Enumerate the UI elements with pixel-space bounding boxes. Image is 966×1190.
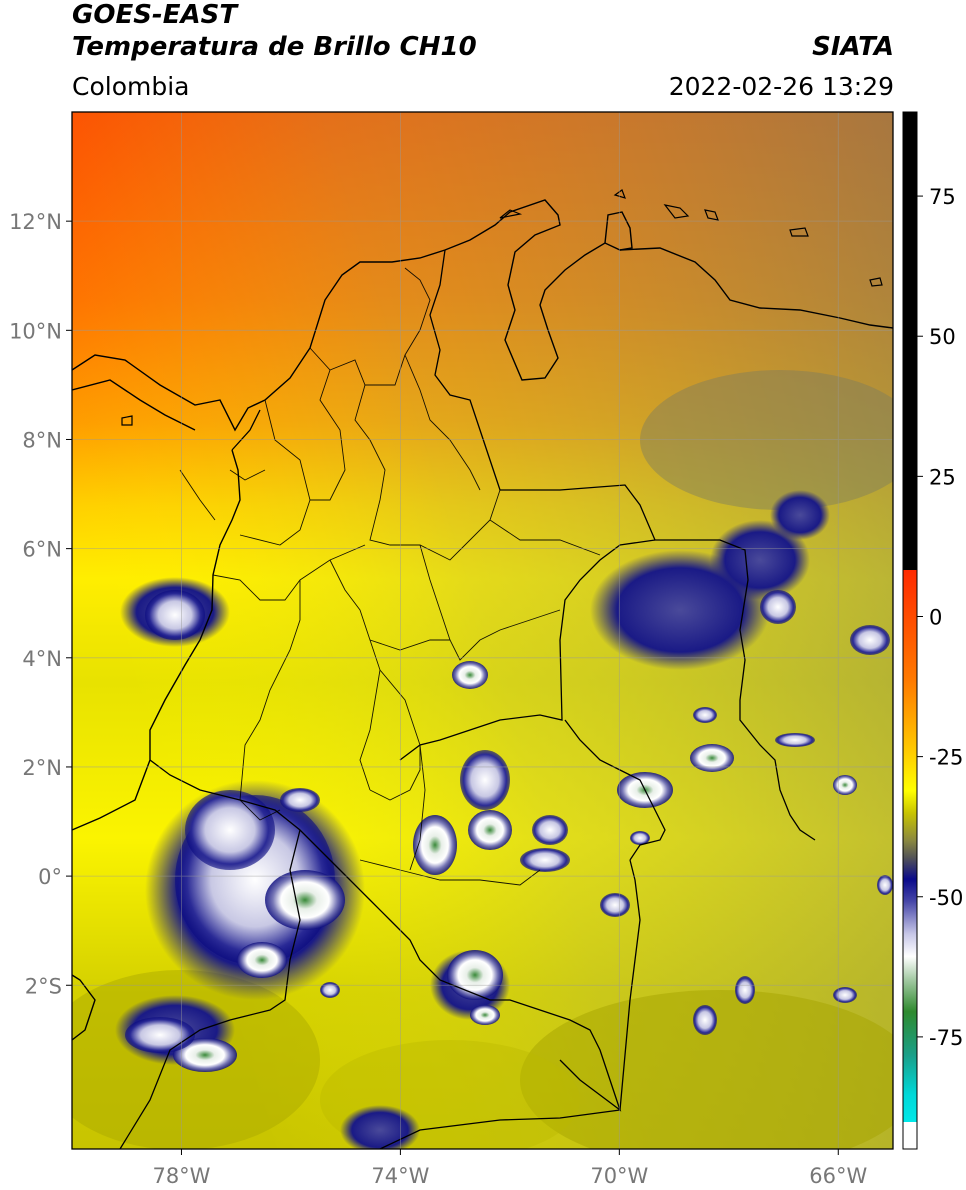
colorbar-tick-label: 0	[929, 605, 942, 629]
coastlines	[72, 199, 893, 1041]
lat-tick-label: 6°N	[22, 538, 62, 562]
islands	[121, 189, 883, 426]
lat-tick-label: 8°N	[22, 428, 62, 452]
colorbar-frame	[902, 111, 918, 1150]
colorbar-tick-label: 25	[929, 465, 956, 489]
lon-tick-label: 66°W	[809, 1164, 867, 1188]
satellite-imagery	[72, 112, 893, 1149]
lat-tick-label: 2°S	[25, 974, 62, 998]
organization-label: SIATA	[812, 32, 894, 62]
satellite-title: GOES-EAST	[72, 0, 238, 30]
colorbar: 75 50 25 0 -25 -50 -75	[902, 111, 963, 1150]
colorbar-tick-label: 50	[929, 325, 956, 349]
lat-tick-label: 2°N	[22, 756, 62, 780]
lat-tick-label: 10°N	[9, 319, 62, 343]
lon-tick-label: 70°W	[590, 1164, 648, 1188]
lon-tick-label: 78°W	[152, 1164, 210, 1188]
colorbar-black-segment	[903, 112, 917, 570]
colorbar-gradient	[903, 570, 917, 1122]
timestamp-label: 2022-02-26 13:29	[668, 72, 894, 101]
product-title: Temperatura de Brillo CH10	[72, 32, 477, 62]
gridlines	[72, 112, 893, 1149]
lat-tick-label: 0°	[38, 865, 62, 889]
lat-tick-label: 4°N	[22, 647, 62, 671]
country-borders	[119, 249, 816, 1149]
lon-tick-label: 74°W	[371, 1164, 429, 1188]
colorbar-white-segment	[903, 1122, 917, 1149]
region-label: Colombia	[72, 72, 190, 101]
colorbar-tick-label: 75	[929, 185, 956, 209]
latitude-ticks: 12°N 10°N 8°N 6°N 4°N 2°N 0° 2°S	[9, 210, 72, 998]
longitude-ticks: 78°W 74°W 70°W 66°W	[152, 1149, 867, 1188]
map-frame	[71, 111, 894, 1150]
colorbar-ticks: 75 50 25 0 -25 -50 -75	[917, 185, 963, 1050]
lat-tick-label: 12°N	[9, 210, 62, 234]
colorbar-tick-label: -75	[929, 1026, 963, 1050]
colorbar-tick-label: -25	[929, 746, 963, 770]
colorbar-tick-label: -50	[929, 886, 963, 910]
